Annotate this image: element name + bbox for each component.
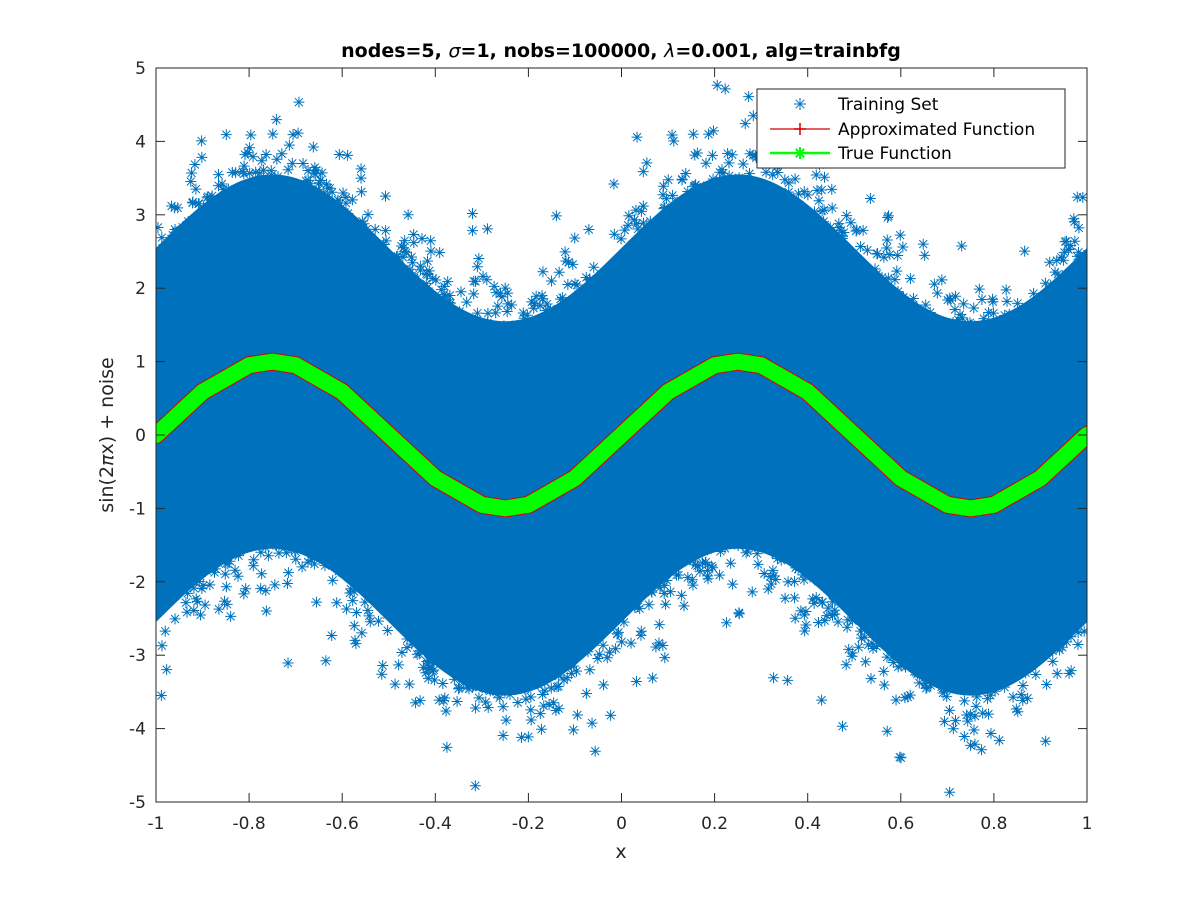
- y-tick-label: 5: [135, 59, 146, 79]
- y-tick-label: 4: [135, 132, 146, 152]
- y-tick-label: 2: [135, 279, 146, 299]
- y-axis-ticks: -5 -4 -3 -2 -1 0 1 2 3 4 5: [129, 59, 1087, 813]
- legend-asterisk-true-function: [794, 147, 806, 159]
- y-tick-label: 3: [135, 206, 146, 226]
- legend-label-true-function: True Function: [837, 144, 952, 164]
- y-tick-label: 0: [135, 426, 146, 446]
- y-tick-label: 1: [135, 353, 146, 373]
- legend-asterisk-training-set: [794, 98, 806, 110]
- true-function-markers: [156, 356, 1087, 514]
- y-tick-label: -3: [129, 646, 146, 666]
- x-tick-label: 0.8: [980, 814, 1007, 834]
- legend-label-approximated-function: Approximated Function: [838, 120, 1035, 140]
- x-tick-label: 0.4: [794, 814, 821, 834]
- x-tick-label: 0: [616, 814, 627, 834]
- legend-label-training-set: Training Set: [837, 95, 939, 115]
- legend-entry-training-set: Training Set: [794, 95, 939, 115]
- y-tick-label: -1: [129, 499, 146, 519]
- training-set-points: [156, 79, 1087, 798]
- x-axis-ticks: -1 -0.8 -0.6 -0.4 -0.2 0 0.2 0.4 0.6 0.8 1: [148, 68, 1093, 834]
- x-tick-label: -0.6: [326, 814, 359, 834]
- y-tick-label: -4: [129, 720, 146, 740]
- x-tick-label: -0.2: [512, 814, 545, 834]
- legend-marker-training-set: [794, 98, 806, 110]
- x-tick-label: -0.4: [419, 814, 452, 834]
- x-tick-label: 1: [1082, 814, 1093, 834]
- legend-marker-true-function: [794, 147, 806, 159]
- legend-entry-approximated-function: Approximated Function: [770, 120, 1035, 140]
- chart-title: nodes=5, σ=1, nobs=100000, λ=0.001, alg=…: [341, 40, 901, 62]
- x-axis-label: x: [615, 841, 626, 863]
- legend-marker-approximated-function: [794, 123, 806, 135]
- x-tick-label: 0.6: [887, 814, 914, 834]
- x-tick-label: 0.2: [701, 814, 728, 834]
- legend: Training Set Approximated Function True …: [756, 88, 1066, 169]
- function-lines: [156, 352, 1087, 518]
- x-tick-label: -0.8: [233, 814, 266, 834]
- legend-plus-approximated-function: [794, 123, 806, 135]
- training-set-scatter: [156, 79, 1087, 798]
- y-tick-label: -5: [129, 793, 146, 813]
- x-tick-label: -1: [148, 814, 165, 834]
- legend-entry-true-function: True Function: [770, 144, 952, 164]
- y-axis-label: sin(2πx) + noise: [96, 357, 118, 512]
- y-tick-label: -2: [129, 573, 146, 593]
